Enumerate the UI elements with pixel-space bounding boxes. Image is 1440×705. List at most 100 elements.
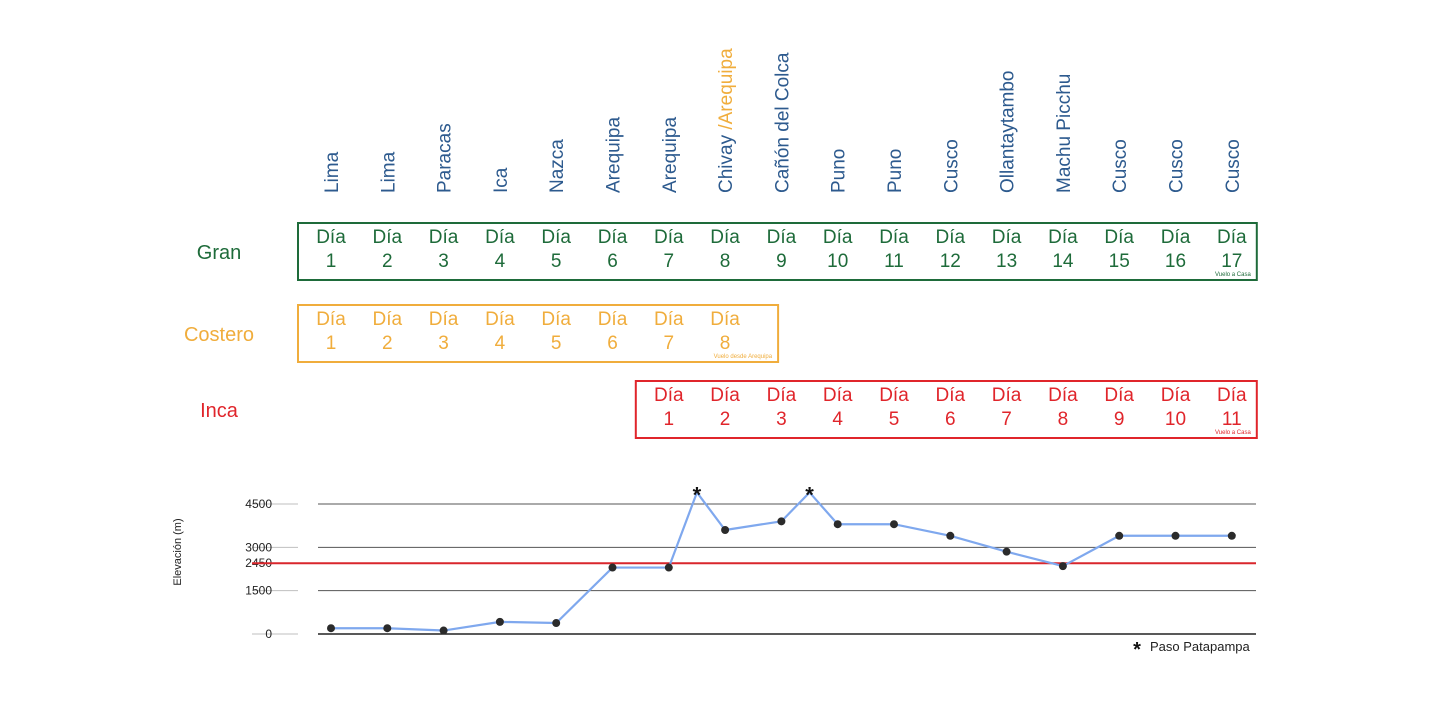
day-number: 7 (664, 333, 675, 354)
day-word: Día (654, 309, 684, 330)
day-word: Día (316, 227, 346, 248)
city-name: Puno (885, 149, 906, 193)
day-word: Día (654, 227, 684, 248)
legend-label: Paso Patapampa (1150, 639, 1251, 654)
city-name: Puno (829, 149, 850, 193)
day-number: 10 (827, 251, 848, 272)
day-number: 9 (776, 251, 787, 272)
day-number: 1 (326, 333, 337, 354)
data-point (777, 517, 786, 526)
day-number: 8 (720, 333, 731, 354)
route-label-inca: Inca (200, 400, 239, 422)
day-number: 7 (1001, 409, 1012, 430)
pass-marker: * (693, 482, 702, 507)
city-name: Cañón del Colca (772, 52, 793, 193)
city-name: Cusco (941, 139, 962, 193)
day-word: Día (992, 227, 1022, 248)
route-box-costero (297, 304, 780, 363)
day-number: 11 (1222, 409, 1242, 430)
day-word: Día (1104, 385, 1134, 406)
day-word: Día (485, 227, 515, 248)
day-number: 4 (495, 251, 506, 272)
route-box-inca (634, 380, 1258, 439)
city-label: Cusco (941, 139, 962, 193)
city-label: Arequipa (604, 117, 625, 193)
day-word: Día (823, 227, 853, 248)
city-name: Ollantaytambo (998, 70, 1019, 193)
y-axis-label: Elevación (m) (172, 518, 184, 585)
pass-marker: * (805, 482, 814, 507)
city-label: Cusco (1167, 139, 1188, 193)
route-label-gran: Gran (197, 242, 241, 264)
city-label: Lima (322, 151, 343, 193)
day-word: Día (936, 385, 966, 406)
route-note: Vuelo a Casa (1215, 272, 1251, 278)
data-point (664, 563, 673, 572)
day-word: Día (767, 227, 797, 248)
day-word: Día (1048, 227, 1078, 248)
day-number: 2 (720, 409, 731, 430)
data-point (833, 520, 842, 529)
y-tick-label: 0 (265, 627, 272, 641)
data-point (327, 624, 335, 633)
day-word: Día (1217, 385, 1247, 406)
day-word: Día (1161, 385, 1191, 406)
day-word: Día (710, 309, 740, 330)
elevation-line (331, 490, 1232, 632)
city-label: Cusco (1110, 139, 1131, 193)
day-number: 8 (720, 251, 731, 272)
city-label: Puno (885, 149, 906, 193)
day-word: Día (541, 227, 571, 248)
day-word: Día (879, 227, 909, 248)
day-word: Día (485, 309, 515, 330)
day-number: 6 (945, 409, 956, 430)
day-word: Día (710, 385, 740, 406)
day-word: Día (1217, 227, 1247, 248)
day-number: 3 (438, 333, 449, 354)
day-word: Día (316, 309, 346, 330)
city-label: Cañón del Colca (772, 52, 793, 193)
data-point (439, 626, 448, 635)
day-word: Día (1161, 227, 1191, 248)
route-box-gran (297, 222, 1258, 281)
day-number: 6 (607, 251, 618, 272)
route-label-costero: Costero (184, 324, 254, 346)
city-name: Paracas (435, 123, 456, 193)
day-word: Día (598, 227, 628, 248)
day-number: 7 (664, 251, 675, 272)
day-word: Día (373, 227, 403, 248)
city-name: Cusco (1110, 139, 1131, 193)
day-number: 6 (607, 333, 618, 354)
day-number: 5 (551, 333, 562, 354)
day-number: 17 (1221, 251, 1242, 272)
day-word: Día (429, 309, 459, 330)
city-name: Lima (378, 151, 399, 193)
data-point (383, 624, 392, 633)
city-name: Cusco (1167, 139, 1188, 193)
day-word: Día (992, 385, 1022, 406)
city-label: Machu Picchu (1054, 74, 1075, 193)
city-label: Paracas (435, 123, 456, 193)
city-alt-name: /Arequipa (716, 48, 737, 135)
city-label: Nazca (547, 139, 568, 193)
city-name: Arequipa (604, 117, 625, 193)
day-number: 3 (438, 251, 449, 272)
day-word: Día (879, 385, 909, 406)
data-point (1227, 531, 1236, 540)
day-number: 11 (884, 251, 904, 272)
route-note: Vuelo desde Arequipa (714, 354, 773, 360)
city-label: Arequipa (660, 117, 681, 193)
city-label: Ica (491, 167, 512, 193)
day-number: 13 (996, 251, 1017, 272)
day-number: 14 (1052, 251, 1074, 272)
city-label: Cusco (1223, 139, 1244, 193)
city-name: Chivay (716, 134, 737, 193)
day-number: 2 (382, 333, 393, 354)
data-point (890, 520, 898, 529)
day-word: Día (823, 385, 853, 406)
data-point (1058, 562, 1067, 571)
day-word: Día (1048, 385, 1078, 406)
day-number: 4 (495, 333, 506, 354)
city-name: Arequipa (660, 117, 681, 193)
data-point (946, 531, 955, 540)
